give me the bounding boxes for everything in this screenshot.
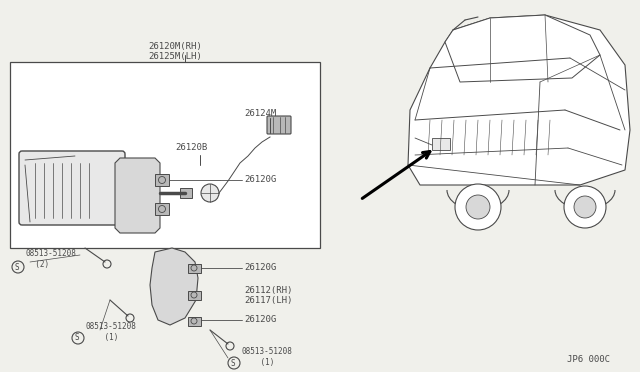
Polygon shape: [150, 248, 198, 325]
Text: S: S: [230, 359, 236, 368]
Text: 08513-51208
    (1): 08513-51208 (1): [242, 347, 293, 367]
Text: 08513-51208
    (1): 08513-51208 (1): [86, 322, 137, 342]
Circle shape: [564, 186, 606, 228]
FancyBboxPatch shape: [267, 116, 291, 134]
Text: 26120G: 26120G: [244, 315, 276, 324]
Polygon shape: [445, 15, 600, 82]
Text: JP6 000C: JP6 000C: [567, 355, 610, 364]
FancyBboxPatch shape: [19, 151, 125, 225]
Circle shape: [574, 196, 596, 218]
Text: S: S: [75, 334, 79, 343]
Bar: [188, 264, 201, 273]
Bar: [10, 62, 320, 248]
Circle shape: [466, 195, 490, 219]
Bar: [188, 317, 201, 326]
Circle shape: [455, 184, 501, 230]
Text: 26124M: 26124M: [244, 109, 276, 118]
Bar: [155, 174, 169, 186]
Text: 26120G: 26120G: [244, 176, 276, 185]
Polygon shape: [408, 15, 630, 185]
Text: 26120B: 26120B: [175, 144, 207, 153]
Text: 26117(LH): 26117(LH): [244, 295, 292, 305]
Bar: [432, 138, 450, 150]
Bar: [188, 291, 201, 300]
Text: S: S: [15, 263, 19, 272]
Bar: [155, 203, 169, 215]
Text: 26120G: 26120G: [244, 263, 276, 273]
Circle shape: [201, 184, 219, 202]
Polygon shape: [115, 158, 160, 233]
Text: 08513-51208
  (2): 08513-51208 (2): [26, 249, 77, 269]
Text: 26120M(RH): 26120M(RH): [148, 42, 202, 51]
Text: 26112(RH): 26112(RH): [244, 285, 292, 295]
Bar: [180, 188, 192, 198]
Text: 26125M(LH): 26125M(LH): [148, 52, 202, 61]
